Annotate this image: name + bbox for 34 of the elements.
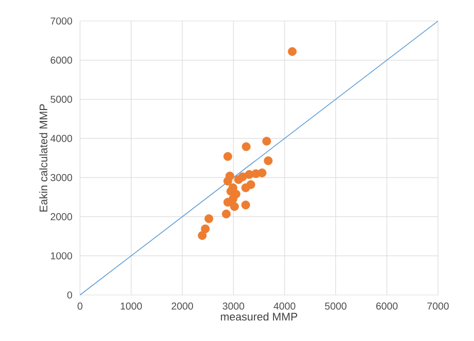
point	[234, 175, 243, 184]
point	[223, 176, 232, 186]
point	[241, 183, 250, 192]
x-tick-label: 5000	[324, 302, 346, 310]
y-tick-label: 3000	[50, 174, 72, 182]
point	[242, 142, 251, 152]
point	[230, 202, 239, 211]
x-tick-label: 1000	[120, 302, 142, 310]
y-axis-title: Eakin calculated MMP	[39, 104, 48, 212]
y-tick-label: 5000	[50, 96, 72, 103]
point	[222, 210, 231, 218]
y-tick-label: 7000	[50, 17, 72, 25]
x-tick-label: 3000	[222, 302, 244, 310]
x-tick-label: 4000	[274, 302, 296, 310]
y-tick-label: 1000	[50, 252, 72, 260]
y-tick-label: 0	[67, 291, 72, 299]
y-tick-label: 2000	[50, 213, 72, 220]
x-tick-label: 7000	[427, 302, 449, 310]
x-tick-label: 0	[78, 302, 82, 310]
point	[223, 198, 232, 207]
point	[262, 136, 272, 146]
point	[264, 156, 273, 166]
point	[204, 214, 214, 224]
point	[198, 231, 207, 240]
x-tick-label: 2000	[172, 302, 194, 310]
point	[200, 224, 210, 234]
x-axis-title: measured MMP	[220, 312, 298, 321]
point	[288, 47, 297, 56]
x-tick-label: 6000	[376, 302, 398, 310]
point	[223, 152, 232, 161]
y-tick-label: 6000	[50, 56, 72, 64]
point	[244, 170, 254, 179]
point	[241, 200, 250, 210]
y-tick-label: 4000	[50, 134, 72, 142]
